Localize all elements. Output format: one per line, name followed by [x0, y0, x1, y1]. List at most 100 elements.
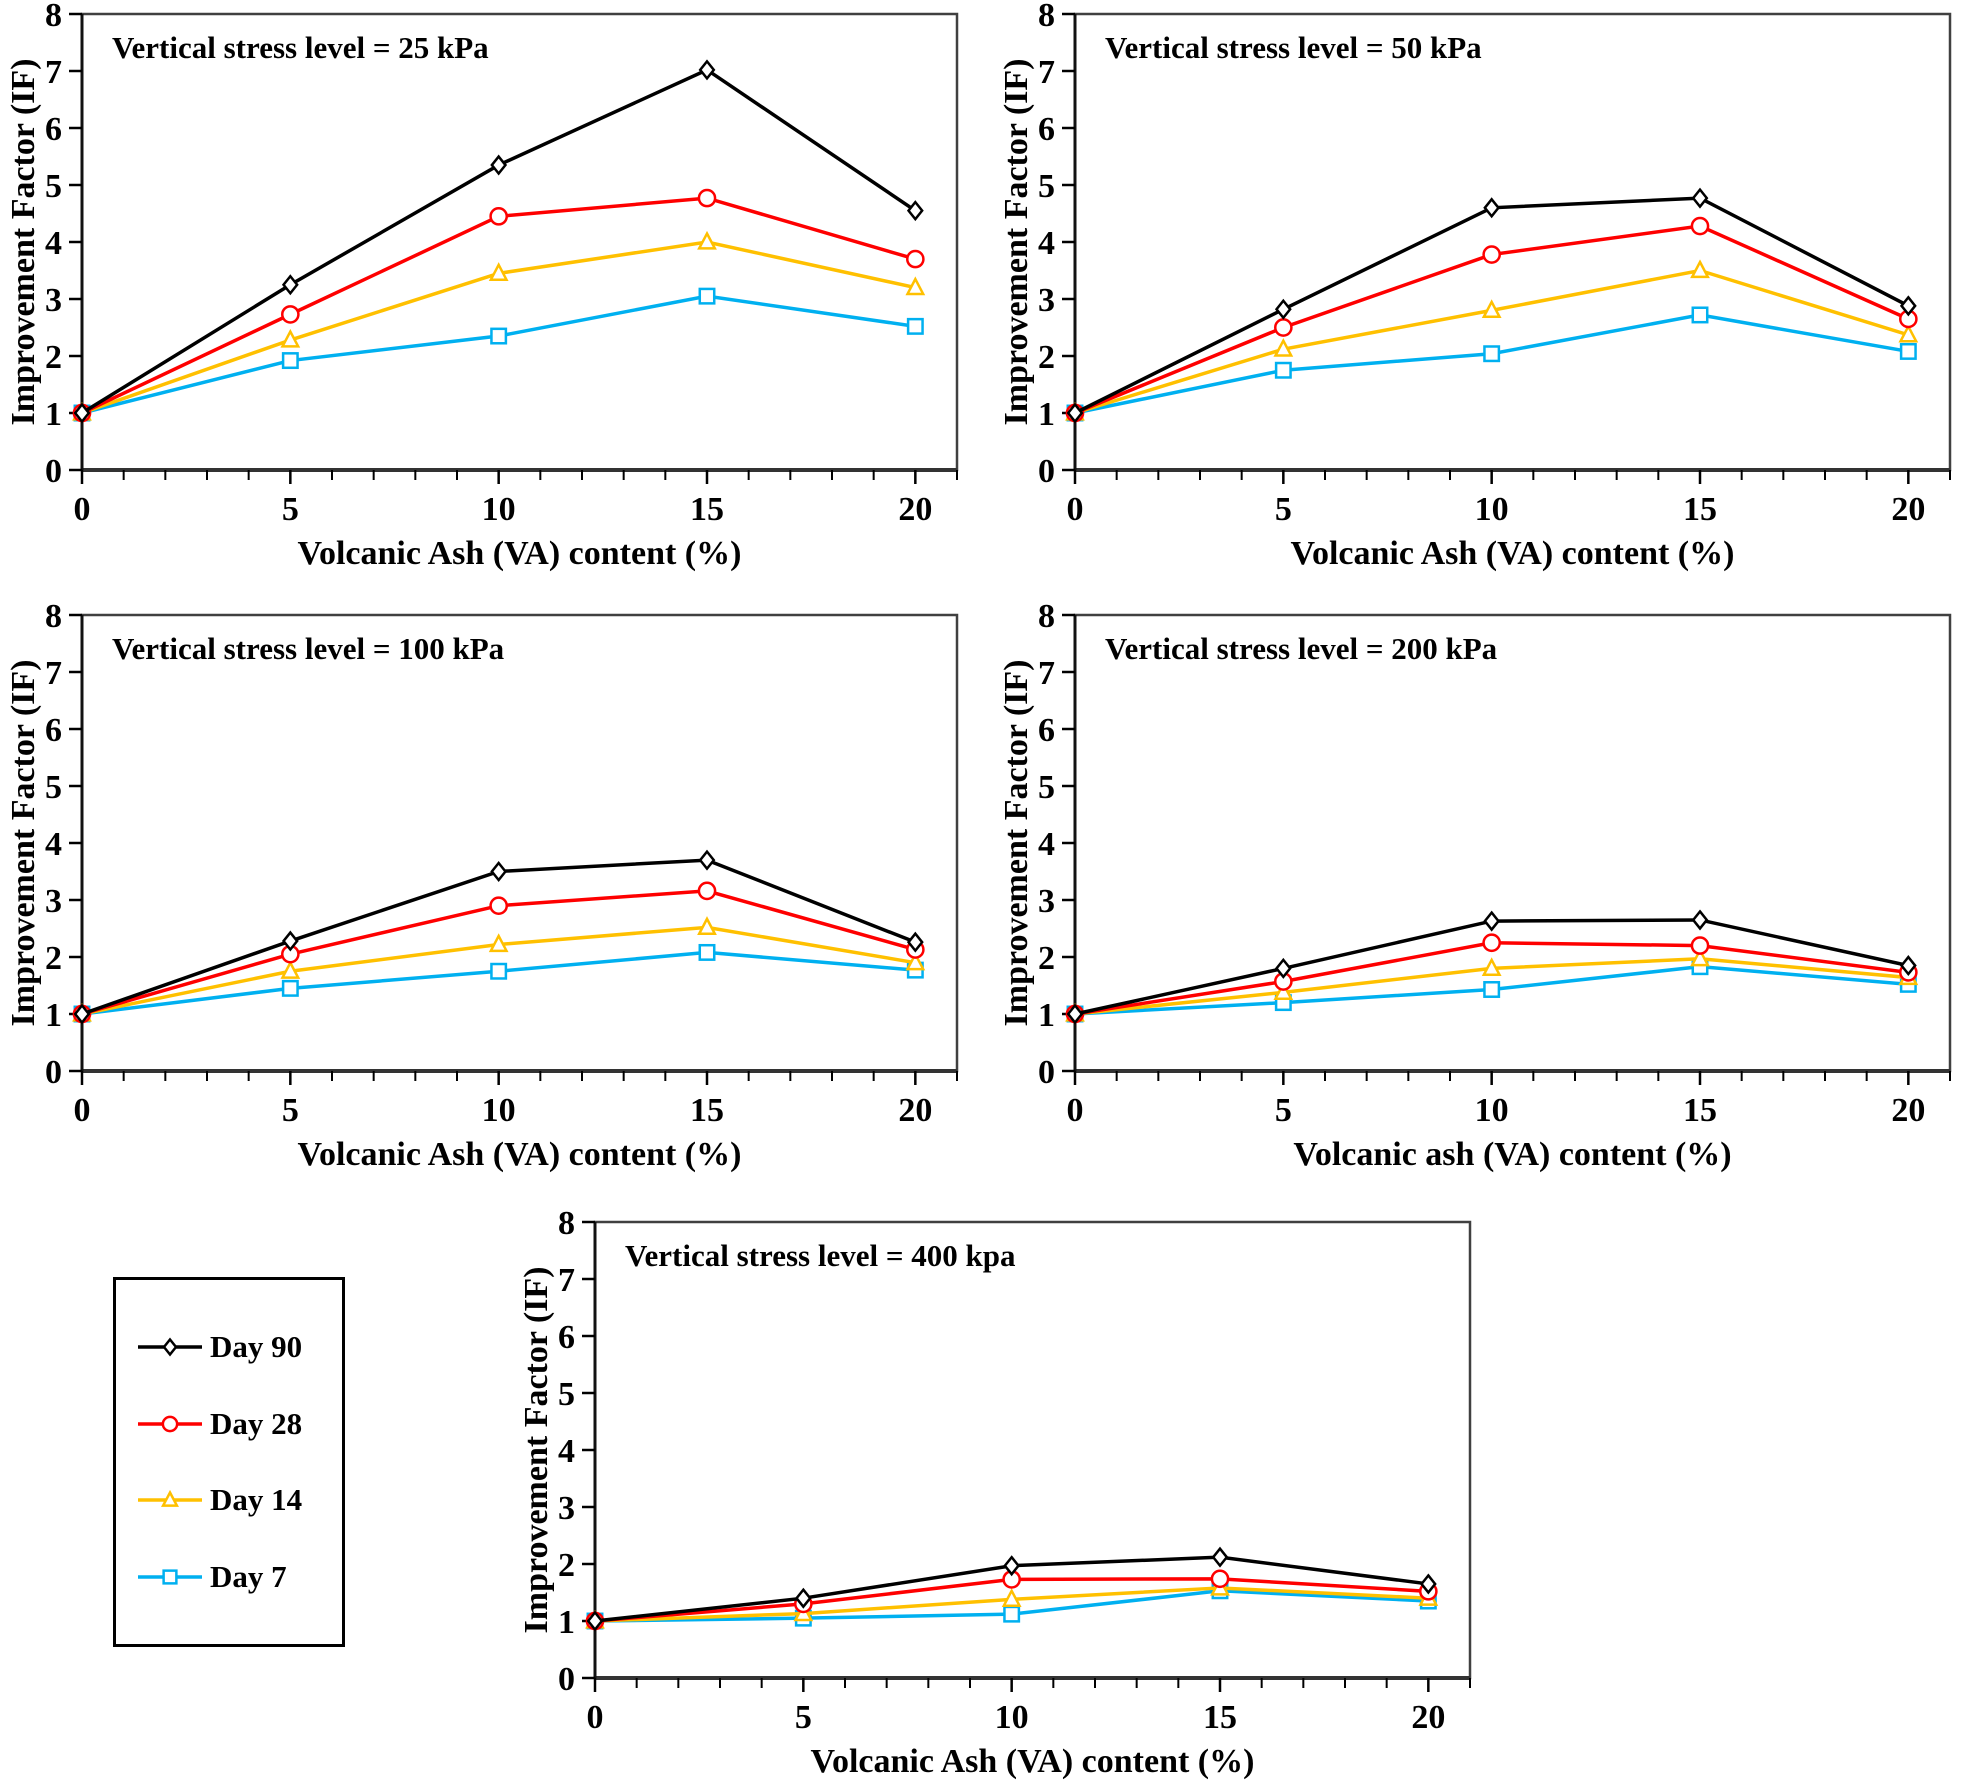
y-tick-label: 7 [1038, 655, 1055, 692]
marker-circle-icon [1210, 1569, 1230, 1589]
y-tick-label: 1 [1038, 396, 1055, 433]
series-line-day-7 [1074, 313, 1909, 415]
y-tick-label: 1 [45, 396, 62, 433]
legend-marker-square-icon [138, 1569, 202, 1585]
marker-circle-icon [1482, 245, 1501, 264]
y-tick-label: 2 [45, 339, 62, 376]
x-tick-label: 10 [1475, 491, 1509, 528]
y-axis-title: Improvement Factor (IF) [998, 660, 1035, 1027]
series-line-day-28 [1074, 940, 1909, 1016]
y-tick-label: 8 [45, 601, 62, 635]
x-tick-label: 20 [1891, 1092, 1925, 1129]
y-tick-label: 6 [45, 712, 62, 749]
series-line-day-7 [81, 950, 916, 1016]
y-tick-label: 2 [45, 940, 62, 977]
marker-triangle-icon [488, 933, 509, 953]
y-axis-title: Improvement Factor (IF) [998, 59, 1035, 426]
y-tick-label: 8 [1038, 601, 1055, 635]
marker-diamond-icon [281, 930, 299, 952]
y-tick-label: 5 [45, 168, 62, 205]
legend-item-day-90: Day 90 [136, 1329, 342, 1365]
marker-diamond-icon [73, 402, 91, 424]
marker-diamond-icon [1003, 1555, 1021, 1577]
y-tick-label: 2 [1038, 940, 1055, 977]
y-tick-label: 3 [45, 282, 62, 319]
marker-square-icon [162, 1569, 178, 1585]
marker-circle-icon [1482, 933, 1501, 953]
chart-title: Vertical stress level = 100 kPa [112, 631, 505, 666]
y-tick-label: 3 [558, 1490, 575, 1527]
series-day-90 [73, 59, 924, 424]
y-tick-label: 3 [1038, 883, 1055, 920]
marker-triangle-icon [280, 328, 301, 348]
legend-item-label: Day 7 [210, 1559, 287, 1595]
marker-diamond-icon [698, 849, 716, 871]
marker-diamond-icon [1211, 1546, 1229, 1568]
y-tick-label: 4 [1038, 225, 1055, 262]
y-tick-label: 5 [1038, 769, 1055, 806]
y-axis-title: Improvement Factor (IF) [518, 1267, 555, 1634]
x-axis-title: Volcanic Ash (VA) content (%) [298, 1136, 742, 1173]
series-day-28 [72, 881, 925, 1024]
legend: Day 90 Day 28 Day 14 Day 7 [113, 1277, 345, 1647]
marker-triangle-icon [1001, 1588, 1022, 1607]
x-axis-title: Volcanic Ash (VA) content (%) [1291, 535, 1735, 572]
y-tick-label: 1 [558, 1604, 575, 1641]
x-tick-label: 5 [282, 491, 299, 528]
series-day-90 [1066, 187, 1917, 424]
plot-border [80, 12, 959, 472]
y-tick-label: 0 [45, 453, 62, 490]
marker-diamond-icon [1691, 909, 1709, 931]
x-tick-label: 5 [795, 1699, 812, 1736]
y-tick-label: 0 [558, 1661, 575, 1698]
series-line-day-14 [1074, 268, 1909, 415]
marker-diamond-icon [162, 1337, 178, 1357]
marker-diamond-icon [490, 860, 508, 883]
marker-square-icon [1483, 981, 1501, 998]
marker-diamond-icon [1066, 1003, 1084, 1025]
y-tick-label: 0 [45, 1054, 62, 1091]
marker-diamond-icon [1274, 957, 1292, 979]
x-tick-label: 15 [1683, 491, 1717, 528]
chart-title: Vertical stress level = 400 kpa [625, 1238, 1016, 1273]
marker-diamond-icon [281, 274, 299, 296]
x-tick-label: 15 [1203, 1699, 1237, 1736]
marker-circle-icon [1690, 936, 1710, 955]
marker-diamond-icon [1899, 955, 1917, 977]
y-tick-label: 0 [1038, 453, 1055, 490]
marker-diamond-icon [586, 1610, 604, 1632]
x-tick-label: 20 [1891, 491, 1925, 528]
x-axis-title: Volcanic Ash (VA) content (%) [298, 535, 742, 572]
x-tick-label: 20 [898, 491, 932, 528]
legend-item-label: Day 90 [210, 1328, 303, 1364]
chart-25kpa-canvas: 0 1 2 3 4 5 6 7 8 0 5 10 15 20 Vertical stress level =… [5, 0, 959, 572]
marker-diamond-icon [1899, 295, 1917, 317]
y-tick-label: 6 [558, 1319, 575, 1356]
y-tick-label: 6 [1038, 712, 1055, 749]
marker-diamond-icon [490, 154, 508, 176]
y-axis-title: Improvement Factor (IF) [5, 59, 42, 426]
series-day-28 [72, 188, 925, 423]
x-tick-label: 15 [690, 1092, 724, 1129]
y-tick-label: 0 [1038, 1054, 1055, 1091]
x-axis-title: Volcanic ash (VA) content (%) [1293, 1136, 1731, 1173]
marker-square-icon [1274, 361, 1292, 379]
series-day-7 [1066, 306, 1917, 422]
y-tick-label: 5 [45, 769, 62, 806]
marker-triangle-icon [1481, 299, 1502, 319]
marker-diamond-icon [1419, 1573, 1437, 1595]
legend-marker-triangle-icon [138, 1490, 202, 1508]
x-axis-title: Volcanic Ash (VA) content (%) [811, 1743, 1255, 1780]
y-tick-label: 2 [558, 1547, 575, 1584]
marker-square-icon [1483, 345, 1501, 363]
y-tick-label: 4 [1038, 826, 1055, 863]
marker-diamond-icon [73, 1003, 91, 1025]
marker-triangle-icon [697, 230, 717, 250]
y-tick-label: 2 [1038, 339, 1055, 376]
y-tick-label: 8 [45, 0, 62, 34]
series-day-28 [1065, 216, 1918, 423]
x-tick-label: 5 [1275, 491, 1292, 528]
legend-marker-circle-icon [138, 1415, 202, 1432]
series-day-7 [73, 287, 924, 422]
